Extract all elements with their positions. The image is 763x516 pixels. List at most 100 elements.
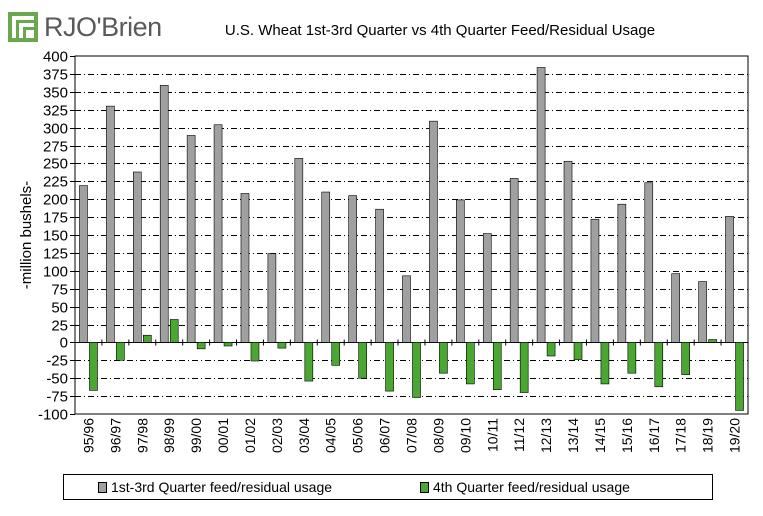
x-tick-label: 14/15 [592,418,608,453]
bar-series-1 [725,216,734,343]
bar-series-2 [654,342,664,388]
bar-series-2 [116,342,125,361]
x-tick-label: 08/09 [430,418,446,453]
bar-series-2 [358,342,367,379]
bar-series-2 [681,342,691,375]
bar-series-2 [735,342,744,411]
x-tick-label: 18/19 [700,418,716,453]
logo-mark-icon [8,12,38,42]
legend-label-series-1: 1st-3rd Quarter feed/residual usage [111,479,333,495]
y-axis-label: -million bushels- [18,181,35,289]
bar-series-1 [240,193,250,343]
logo-text: RJO'Brien [44,11,162,42]
y-tick-label: 275 [43,139,68,156]
x-tick-label: 02/03 [269,418,285,453]
bar-series-2 [250,342,260,362]
bar-series-1 [402,275,411,343]
y-tick-label: 25 [51,318,68,335]
bar-series-2 [627,342,637,374]
bar-series-1 [671,273,681,343]
x-tick-label: 03/04 [296,418,312,453]
y-tick-label: 50 [51,300,68,317]
x-tick-label: 96/97 [107,418,123,453]
bar-series-1 [375,208,384,343]
y-tick-label: -50 [46,371,68,388]
legend-label-series-2: 4th Quarter feed/residual usage [433,479,630,495]
bar-series-1 [617,203,627,343]
bar-series-2 [492,342,502,390]
y-tick-label: 325 [43,103,68,120]
bar-series-1 [482,233,492,343]
y-tick-label: -100 [38,407,68,424]
x-tick-label: 07/08 [404,418,420,453]
x-tick-label: 04/05 [323,418,339,453]
x-tick-label: 98/99 [161,418,177,453]
legend-item-series-1: 1st-3rd Quarter feed/residual usage [98,479,332,495]
bar-series-2 [196,342,206,350]
y-tick-label: 0 [60,335,68,352]
x-tick-label: 97/98 [134,418,150,453]
x-tick-label: 95/96 [80,418,96,453]
bar-series-1 [456,199,465,343]
y-tick-label: -25 [46,353,68,370]
x-tick-label: 05/06 [350,418,366,453]
bar-series-2 [277,342,287,349]
bar-series-1 [267,253,277,343]
x-tick-label: 01/02 [242,418,258,453]
y-tick-label: 225 [43,174,68,191]
x-tick-label: 17/18 [673,418,689,453]
legend: 1st-3rd Quarter feed/residual usage 4th … [63,474,713,500]
bar-series-1 [133,171,142,343]
rjobrien-logo: RJO'Brien [8,10,162,44]
x-tick-label: 10/11 [484,418,500,452]
bar-series-2 [331,342,341,366]
bar-series-1 [186,135,196,343]
legend-swatch-series-1 [98,481,107,493]
bar-series-2 [600,342,610,385]
bar-series-2 [223,342,233,347]
y-tick-label: -75 [46,389,68,406]
bar-series-2 [439,342,448,374]
bar-series-2 [708,339,717,343]
y-tick-label: 175 [43,210,68,227]
x-tick-label: 19/20 [727,418,743,453]
y-tick-label: 100 [43,264,68,281]
bar-series-1 [79,185,88,343]
y-tick-label: 300 [43,121,68,138]
chart-title: U.S. Wheat 1st-3rd Quarter vs 4th Quarte… [225,22,655,39]
y-tick-label: 250 [43,156,68,173]
bar-series-1 [590,218,600,343]
bar-series-1 [213,124,223,343]
x-tick-label: 06/07 [377,418,393,453]
bar-series-1 [644,182,654,343]
bar-series-2 [412,342,421,398]
legend-item-series-2: 4th Quarter feed/residual usage [420,479,630,495]
bar-series-2 [573,342,583,360]
bar-series-1 [321,191,331,343]
x-tick-label: 15/16 [619,418,635,453]
y-tick-label: 125 [43,246,68,263]
bar-series-2 [519,342,529,393]
y-tick-label: 200 [43,192,68,209]
y-tick-label: 375 [43,67,68,84]
y-tick-label: 150 [43,228,68,245]
bar-series-1 [509,178,519,343]
y-tick-label: 350 [43,85,68,102]
bar-series-1 [294,158,304,343]
x-tick-label: 12/13 [538,418,554,453]
x-tick-label: 13/14 [565,418,581,453]
bar-series-2 [169,319,179,343]
x-tick-label: 11/12 [511,418,527,452]
bar-series-1 [536,67,546,343]
bar-series-2 [546,342,556,357]
bar-series-2 [385,342,394,392]
x-tick-label: 09/10 [457,418,473,453]
bar-series-2 [304,342,314,382]
bar-series-2 [89,342,98,391]
bar-series-1 [563,160,573,343]
y-tick-label: 75 [51,282,68,299]
bar-series-1 [429,120,438,343]
y-tick-label: 400 [43,49,68,66]
